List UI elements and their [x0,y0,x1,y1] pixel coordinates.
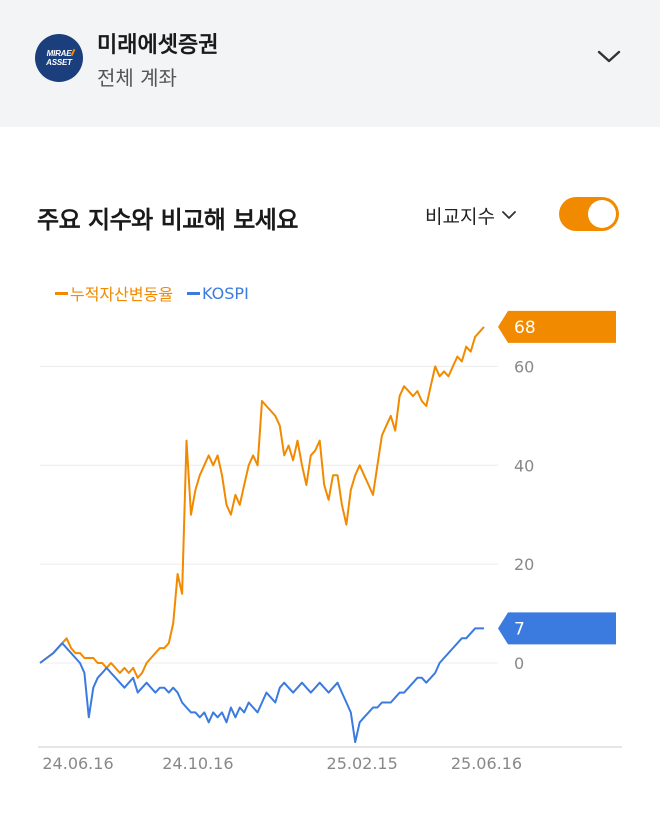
x-tick-label: 25.02.15 [327,754,398,773]
end-value-tag [498,310,616,343]
legend-item-kospi: KOSPI [187,281,249,305]
legend-item-asset: 누적자산변동율 [55,281,173,305]
y-tick-label: 40 [514,456,534,475]
index-compare-card: 주요 지수와 비교해 보세요 비교지수 누적자산변동율 KOSPI [0,127,660,828]
legend-label-kospi: KOSPI [202,283,249,303]
legend-swatch-asset [55,291,68,295]
account-select-button[interactable] [594,44,624,68]
x-tick-label: 24.10.16 [162,754,233,773]
compare-toggle[interactable] [559,197,619,231]
end-value-label: 7 [514,619,525,639]
performance-chart: 0 20 40 60 24.06.16 24.10.16 25.02.15 25.06.16 6… [38,310,622,773]
y-tick-label: 0 [514,654,524,673]
card-title: 주요 지수와 비교해 보세요 [37,206,298,234]
x-tick-label: 24.06.16 [42,754,113,773]
legend-swatch-kospi [187,291,201,295]
broker-name: 미래에셋증권 [97,33,219,58]
chevron-down-icon [502,211,516,219]
x-tick-label: 25.06.16 [451,754,522,773]
end-value-label: 68 [514,318,536,338]
chevron-down-icon [597,50,621,63]
y-tick-label: 60 [514,357,534,376]
mirae-asset-logo: MIRAE ASSET [35,34,83,82]
end-value-tag [498,612,616,645]
y-tick-label: 20 [514,555,534,574]
legend-label-asset: 누적자산변동율 [70,285,174,304]
compare-index-label: 비교지수 [425,205,495,228]
series-line-asset [39,326,485,679]
compare-index-select[interactable]: 비교지수 [425,203,517,228]
toggle-knob [588,200,616,228]
series-line-kospi [39,627,484,744]
chart-legend: 누적자산변동율 KOSPI [55,281,249,305]
account-header: MIRAE ASSET 미래에셋증권 전체 계좌 [0,0,660,113]
account-name: 전체 계좌 [97,66,177,90]
